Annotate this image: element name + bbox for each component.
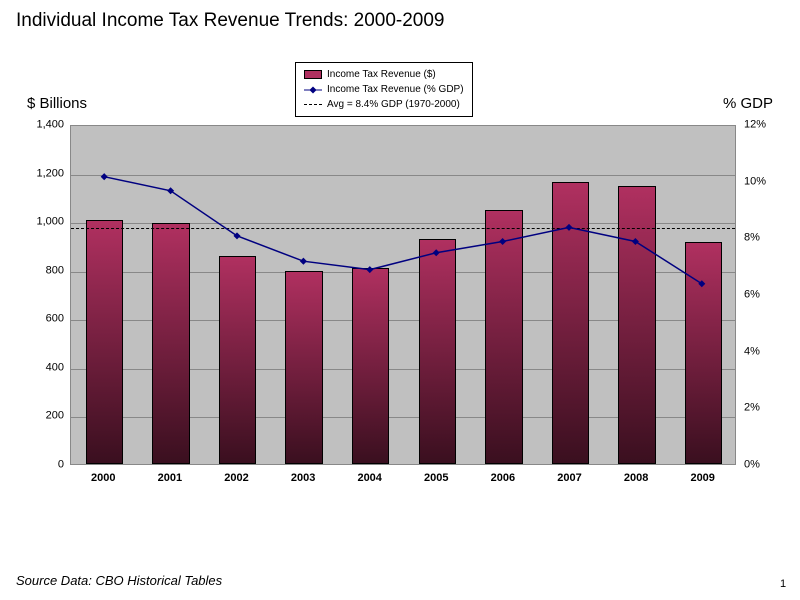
y1-tick: 200 (30, 411, 64, 422)
y2-axis-title: % GDP (723, 95, 773, 112)
x-tick: 2006 (491, 473, 515, 484)
x-tick: 2005 (424, 473, 448, 484)
y2-tick: 10% (744, 176, 766, 187)
y1-tick: 0 (30, 460, 64, 471)
legend-label: Income Tax Revenue ($) (327, 67, 436, 82)
page-number: 1 (780, 578, 786, 590)
x-tick: 2003 (291, 473, 315, 484)
y1-axis-title: $ Billions (27, 95, 87, 112)
line-marker (698, 280, 705, 287)
legend-item: Income Tax Revenue (% GDP) (304, 82, 464, 97)
legend-swatch (304, 104, 322, 105)
y1-tick: 400 (30, 362, 64, 373)
y2-tick: 0% (744, 460, 760, 471)
line-marker (632, 238, 639, 245)
legend-label: Income Tax Revenue (% GDP) (327, 82, 464, 97)
plot-area (70, 125, 736, 465)
legend-item: Avg = 8.4% GDP (1970-2000) (304, 97, 464, 112)
y2-tick: 12% (744, 120, 766, 131)
y2-tick: 2% (744, 403, 760, 414)
x-tick: 2007 (557, 473, 581, 484)
y2-tick: 6% (744, 290, 760, 301)
source-text: Source Data: CBO Historical Tables (16, 573, 222, 588)
line-series (71, 126, 735, 464)
legend-label: Avg = 8.4% GDP (1970-2000) (327, 97, 460, 112)
legend-swatch (304, 85, 322, 95)
y1-tick: 600 (30, 314, 64, 325)
y2-tick: 8% (744, 233, 760, 244)
line-marker (565, 224, 572, 231)
x-tick: 2008 (624, 473, 648, 484)
y1-tick: 800 (30, 265, 64, 276)
y1-tick: 1,400 (30, 120, 64, 131)
y2-tick: 4% (744, 346, 760, 357)
legend-swatch (304, 70, 322, 79)
y1-tick: 1,200 (30, 168, 64, 179)
x-tick: 2009 (690, 473, 714, 484)
line-marker (300, 258, 307, 265)
chart-title: Individual Income Tax Revenue Trends: 20… (16, 10, 444, 32)
line-marker (433, 249, 440, 256)
line-marker (499, 238, 506, 245)
legend-item: Income Tax Revenue ($) (304, 67, 464, 82)
line-marker (101, 173, 108, 180)
x-tick: 2002 (224, 473, 248, 484)
x-tick: 2001 (158, 473, 182, 484)
line-marker (366, 266, 373, 273)
legend: Income Tax Revenue ($)Income Tax Revenue… (295, 62, 473, 117)
y1-tick: 1,000 (30, 217, 64, 228)
x-tick: 2000 (91, 473, 115, 484)
x-tick: 2004 (357, 473, 381, 484)
